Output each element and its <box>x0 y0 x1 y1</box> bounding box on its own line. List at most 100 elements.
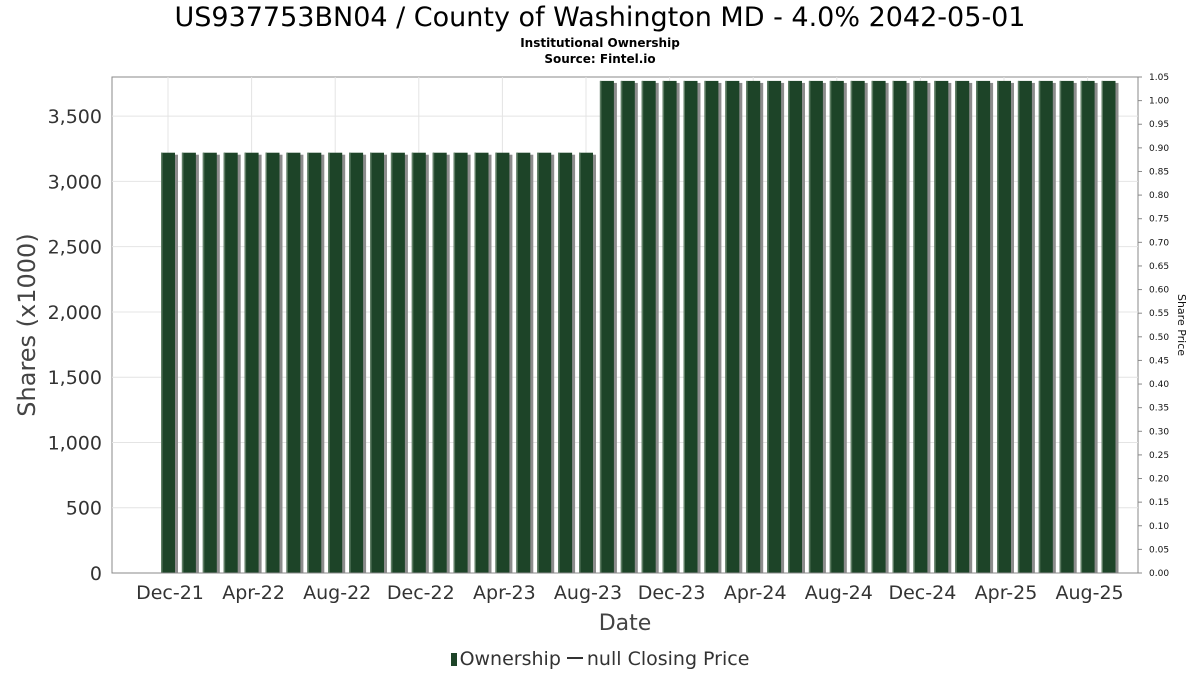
ownership-bar <box>934 80 949 574</box>
bar-highlight <box>704 80 706 574</box>
ownership-bar <box>328 152 343 573</box>
y2-tick-label: 1.00 <box>1149 97 1169 107</box>
x-tick-label: Apr-23 <box>473 582 536 604</box>
bar-highlight <box>181 152 184 573</box>
bar-highlight <box>662 80 665 574</box>
y2-tick-label: 0.30 <box>1149 427 1169 437</box>
bar-highlight <box>808 80 811 574</box>
y-tick-label: 2,000 <box>48 302 102 324</box>
bar-highlight <box>558 152 560 573</box>
ownership-bar <box>495 152 510 573</box>
chart-subtitle: Institutional Ownership <box>520 36 680 50</box>
ownership-bar <box>599 80 614 574</box>
ownership-bar <box>850 80 865 574</box>
y2-tick-label: 0.10 <box>1149 522 1169 532</box>
chart-source: Source: Fintel.io <box>544 52 656 66</box>
ownership-bar <box>161 152 175 573</box>
y-tick-label: 1,500 <box>48 367 102 389</box>
bar-highlight <box>516 152 518 573</box>
y2-tick-label: 0.55 <box>1149 309 1169 319</box>
ownership-bar <box>1017 80 1032 574</box>
x-tick-label: Aug-23 <box>554 582 622 604</box>
bar-highlight <box>955 80 957 574</box>
legend-price-label: null Closing Price <box>586 648 750 670</box>
ownership-bar <box>349 152 364 573</box>
x-tick-label: Dec-21 <box>136 582 204 604</box>
x-tick-label: Apr-22 <box>222 582 285 604</box>
ownership-bar <box>265 152 280 573</box>
y2-tick-label: 1.05 <box>1149 73 1169 83</box>
y2-tick-label: 0.40 <box>1149 380 1169 390</box>
ownership-bar <box>997 80 1011 574</box>
ownership-bar <box>432 152 447 573</box>
bar-highlight <box>453 152 456 573</box>
y-tick-label: 3,500 <box>48 106 102 128</box>
ownership-bar <box>1038 80 1053 574</box>
ownership-bar <box>558 152 573 573</box>
bar-highlight <box>829 80 832 574</box>
bar-highlight <box>244 152 247 573</box>
ownership-bar <box>788 80 802 574</box>
ownership-bar <box>474 152 489 573</box>
bar-highlight <box>223 152 226 573</box>
y2-tick-label: 0.15 <box>1149 498 1169 508</box>
bar-highlight <box>641 80 644 574</box>
bar-highlight <box>1101 80 1103 574</box>
ownership-bar <box>390 152 405 573</box>
ownership-bar <box>1101 80 1116 574</box>
bar-highlight <box>1017 80 1020 574</box>
x-tick-label: Apr-25 <box>975 582 1038 604</box>
bar-highlight <box>913 80 915 574</box>
bar-highlight <box>976 80 978 574</box>
ownership-bar <box>892 80 907 574</box>
ownership-bar <box>181 152 196 573</box>
bar-highlight <box>620 80 623 574</box>
bar-highlight <box>871 80 874 574</box>
ownership-bar <box>808 80 823 574</box>
bar-highlight <box>370 152 372 573</box>
y2-tick-label: 0.50 <box>1149 333 1169 343</box>
bar-highlight <box>495 152 497 573</box>
ownership-bar <box>620 80 635 574</box>
bar-highlight <box>1038 80 1041 574</box>
y-tick-label: 500 <box>66 498 102 520</box>
ownership-bar <box>662 80 677 574</box>
bar-highlight <box>725 80 727 574</box>
ownership-bar <box>1080 80 1095 574</box>
ownership-bar <box>829 80 844 574</box>
ownership-bar <box>725 80 740 574</box>
bar-highlight <box>411 152 414 573</box>
bar-highlight <box>307 152 309 573</box>
y2-tick-label: 0.90 <box>1149 144 1169 154</box>
y2-tick-label: 0.60 <box>1149 286 1169 296</box>
bar-highlight <box>328 152 330 573</box>
bar-highlight <box>474 152 476 573</box>
ownership-bar <box>453 152 468 573</box>
x-tick-label: Dec-24 <box>888 582 956 604</box>
legend-price-swatch <box>566 657 583 659</box>
y2-axis-title: Share Price <box>1175 294 1188 356</box>
chart-title: US937753BN04 / County of Washington MD -… <box>174 2 1026 33</box>
bar-highlight <box>390 152 393 573</box>
ownership-bar <box>913 80 928 574</box>
y2-tick-label: 0.70 <box>1149 238 1169 248</box>
ownership-bar <box>955 80 970 574</box>
y-tick-label: 2,500 <box>48 237 102 259</box>
bar-highlight <box>161 152 163 573</box>
ownership-bar <box>1059 80 1074 574</box>
bar-highlight <box>767 80 769 574</box>
ownership-bar <box>704 80 719 574</box>
ownership-bar <box>370 152 384 573</box>
bar-highlight <box>746 80 748 574</box>
x-tick-label: Dec-22 <box>387 582 455 604</box>
bar-highlight <box>788 80 790 574</box>
y2-tick-label: 0.25 <box>1149 451 1169 461</box>
y-tick-label: 1,000 <box>48 432 102 454</box>
ownership-bar <box>641 80 656 574</box>
y-tick-label: 0 <box>90 563 102 585</box>
bar-highlight <box>349 152 351 573</box>
bar-highlight <box>850 80 853 574</box>
y2-tick-label: 0.20 <box>1149 475 1169 485</box>
x-tick-label: Aug-25 <box>1056 582 1124 604</box>
